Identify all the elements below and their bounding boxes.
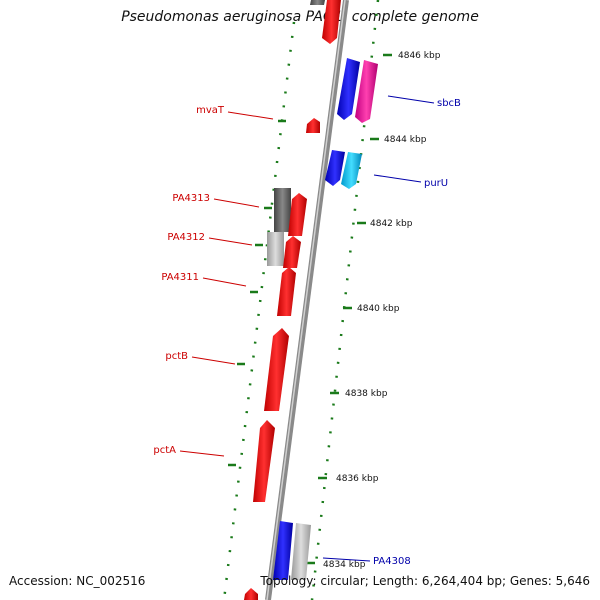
- gene-pa4312-red: [283, 236, 301, 268]
- kbp-label-4834: 4834 kbp: [323, 560, 366, 570]
- kbp-label-4846: 4846 kbp: [398, 51, 441, 61]
- gene-puru-cyan: [341, 152, 362, 189]
- gene-top-gray: [310, 0, 325, 5]
- genome-backbone-highlight: [266, 0, 346, 600]
- kbp-label-4842: 4842 kbp: [370, 219, 413, 229]
- left-gene-labels: mvaT PA4313 PA4312 PA4311 pctB pctA: [153, 105, 274, 457]
- gene-label-pa4308: PA4308: [373, 556, 411, 567]
- gene-bottom-red: [244, 588, 258, 600]
- accession-text: Accession: NC_002516: [9, 574, 146, 588]
- left-ticks: [228, 119, 286, 467]
- gene-top-red: [322, 0, 341, 44]
- gene-features: [244, 0, 378, 600]
- gene-pctb: [264, 328, 289, 411]
- gene-label-pa4313: PA4313: [172, 193, 210, 204]
- gene-puru-blue: [325, 150, 345, 186]
- gene-label-puru: purU: [424, 178, 448, 189]
- topology-text: Topology: circular; Length: 6,264,404 bp…: [260, 574, 590, 588]
- gene-label-pa4311: PA4311: [161, 272, 199, 283]
- gene-pa4313-gray: [274, 188, 291, 232]
- map-title: Pseudomonas aeruginosa PAO1, complete ge…: [121, 9, 479, 25]
- gene-label-pa4312: PA4312: [167, 232, 205, 243]
- gene-pa4311: [277, 267, 296, 316]
- gene-pa4308-gray: [291, 523, 311, 580]
- kbp-label-4840: 4840 kbp: [357, 304, 400, 314]
- kbp-label-4838: 4838 kbp: [345, 389, 388, 399]
- gene-label-pcta: pctA: [153, 445, 176, 456]
- right-gene-labels: sbcB purU PA4308: [322, 95, 461, 567]
- kbp-label-4836: 4836 kbp: [336, 474, 379, 484]
- gene-mvat: [306, 118, 320, 133]
- gene-sbcb-blue: [337, 58, 360, 120]
- gene-pa4313-red: [288, 193, 307, 236]
- gene-label-sbcb: sbcB: [437, 98, 461, 109]
- gene-pcta: [253, 420, 275, 502]
- gene-pa4312-gray: [267, 232, 284, 266]
- kbp-label-4844: 4844 kbp: [384, 135, 427, 145]
- gene-sbcb-magenta: [355, 60, 378, 123]
- gene-label-mvat: mvaT: [196, 105, 225, 116]
- gene-pa4308-blue: [273, 521, 293, 580]
- genome-backbone: [265, 0, 349, 600]
- gene-label-pctb: pctB: [165, 351, 188, 362]
